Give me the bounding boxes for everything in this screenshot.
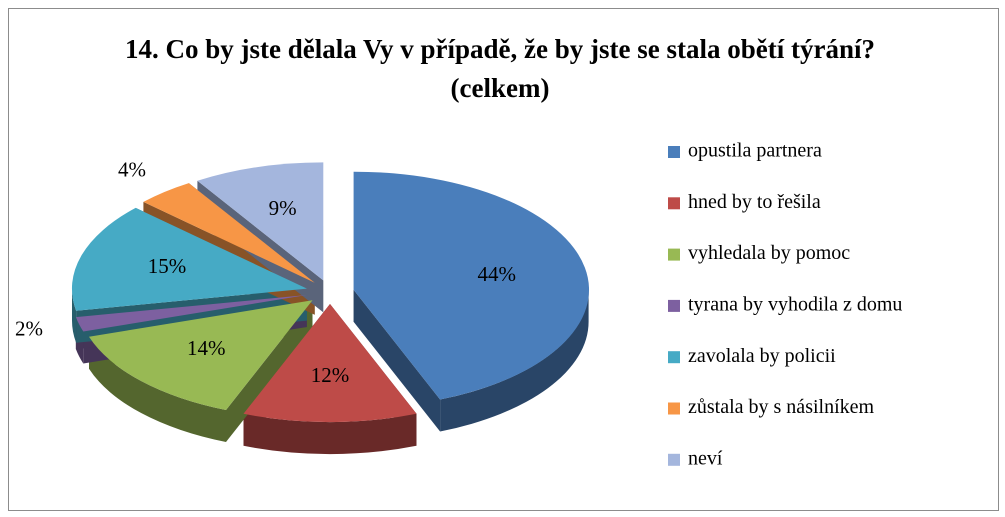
data-label: 9% — [269, 196, 297, 220]
data-label: 14% — [187, 336, 226, 360]
slice-side — [353, 289, 441, 432]
legend-swatch — [668, 299, 680, 312]
slice-wall — [89, 336, 226, 442]
legend-swatch — [668, 351, 680, 364]
pie-slice — [89, 300, 313, 410]
legend-label: hned by to řešila — [688, 191, 821, 213]
legend-label: zavolala by policii — [688, 345, 836, 367]
data-label: 12% — [311, 363, 350, 387]
legend-label: neví — [688, 447, 723, 469]
pie-slice — [197, 162, 324, 281]
legend-swatch — [668, 197, 680, 210]
slice-wall — [243, 413, 417, 455]
data-label: 15% — [148, 254, 187, 278]
chart-title: 14. Co by jste dělala Vy v případě, že b… — [125, 34, 875, 103]
legend-label: tyrana by vyhodila z domu — [688, 293, 902, 315]
pie-slice — [143, 183, 315, 283]
legend-swatch — [668, 248, 680, 261]
pie-slice — [71, 207, 307, 311]
legend-swatch — [668, 453, 680, 466]
pie-slice — [75, 294, 307, 332]
data-label: 2% — [15, 317, 43, 341]
slice-wall — [71, 288, 77, 343]
legend-label: zůstala by s násilníkem — [688, 396, 875, 418]
pie-slice — [353, 171, 590, 400]
legend-label: opustila partnera — [688, 140, 822, 162]
pie-slice — [243, 304, 417, 423]
legend-label: vyhledala by pomoc — [688, 242, 850, 264]
slice-wall — [440, 289, 589, 432]
data-label: 4% — [118, 158, 146, 182]
data-label: 44% — [477, 262, 516, 286]
legend-swatch — [668, 146, 680, 158]
legend-swatch — [668, 402, 680, 415]
